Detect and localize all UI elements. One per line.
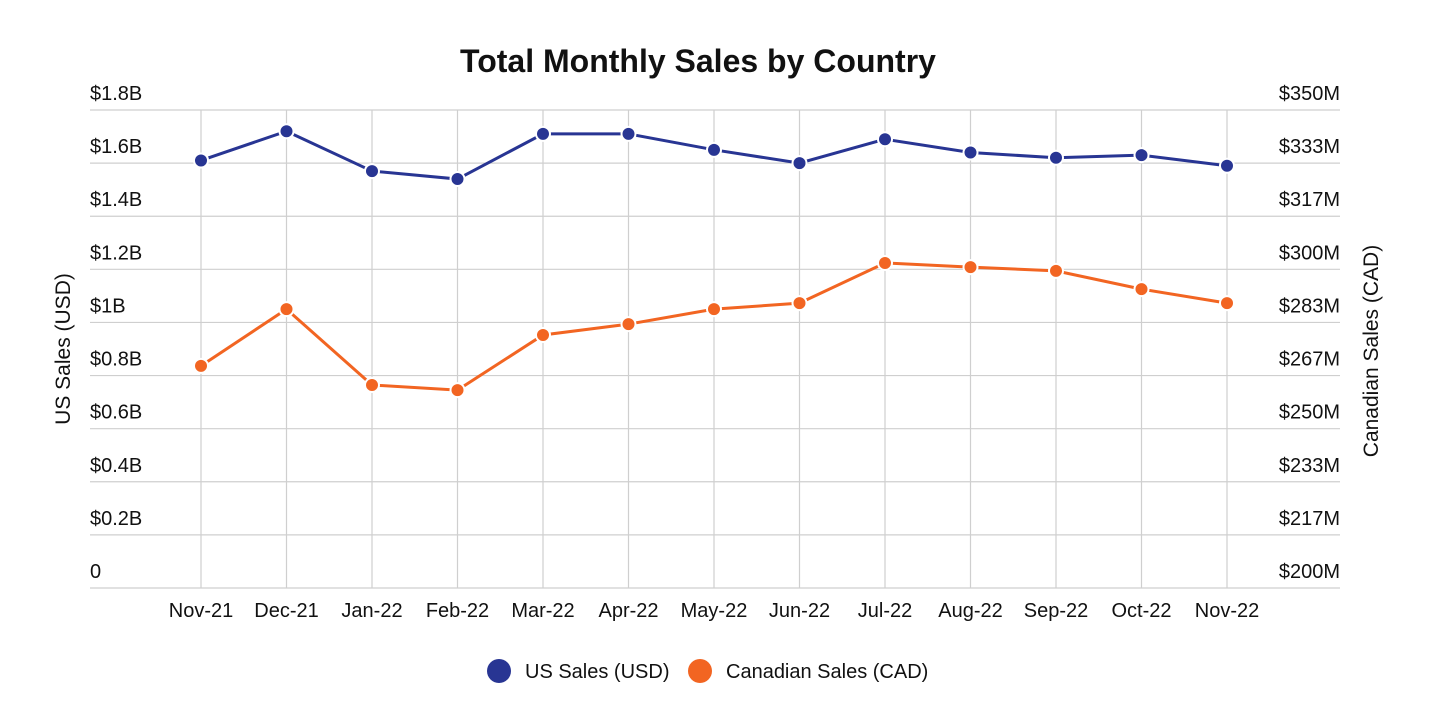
data-point[interactable] xyxy=(877,254,893,271)
series-layer xyxy=(193,123,1235,399)
x-tick-label: Dec-21 xyxy=(254,600,318,622)
series-canada xyxy=(193,254,1235,399)
data-point[interactable] xyxy=(1219,157,1235,174)
x-tick-label: Oct-22 xyxy=(1111,600,1171,622)
x-tick-label: Mar-22 xyxy=(511,600,574,622)
series-us xyxy=(193,123,1235,188)
data-point[interactable] xyxy=(193,152,209,169)
y2-tick-label: $233M xyxy=(1279,455,1340,477)
y-tick-label: $0.2B xyxy=(90,508,142,530)
y-axis-right: $200M $217M $233M $250M $267M $283M $300M $317M… xyxy=(1279,83,1340,583)
y-tick-label: $1.8B xyxy=(90,83,142,105)
data-point[interactable] xyxy=(791,155,808,172)
data-point[interactable] xyxy=(620,316,637,333)
x-tick-label: Jul-22 xyxy=(858,600,912,622)
data-point[interactable] xyxy=(535,326,551,343)
y2-tick-label: $333M xyxy=(1279,136,1340,158)
data-point[interactable] xyxy=(1133,281,1150,298)
data-point[interactable] xyxy=(706,141,722,158)
y-tick-label: $0.6B xyxy=(90,402,142,424)
x-tick-label: May-22 xyxy=(681,600,748,622)
y-axis-label: US Sales (USD) xyxy=(52,273,75,425)
y2-tick-label: $350M xyxy=(1279,83,1340,105)
data-point[interactable] xyxy=(449,171,466,188)
legend-marker-canada xyxy=(688,659,712,683)
data-point[interactable] xyxy=(449,382,466,399)
x-tick-label: Jun-22 xyxy=(769,600,830,622)
data-point[interactable] xyxy=(193,357,209,374)
y2-tick-label: $250M xyxy=(1279,402,1340,424)
data-point[interactable] xyxy=(364,163,380,180)
legend-label-us: US Sales (USD) xyxy=(525,661,669,683)
data-point[interactable] xyxy=(620,125,637,142)
data-point[interactable] xyxy=(278,301,295,318)
y2-tick-label: $200M xyxy=(1279,561,1340,583)
data-point[interactable] xyxy=(1048,149,1064,166)
legend-label-canada: Canadian Sales (CAD) xyxy=(726,661,928,683)
data-point[interactable] xyxy=(1133,147,1150,164)
x-tick-label: Feb-22 xyxy=(426,600,489,622)
legend-marker-us xyxy=(487,659,511,683)
x-tick-label: Nov-22 xyxy=(1195,600,1259,622)
x-tick-label: Sep-22 xyxy=(1024,600,1089,622)
data-point[interactable] xyxy=(364,377,380,394)
y2-tick-label: $283M xyxy=(1279,295,1340,317)
grid xyxy=(90,109,1340,589)
x-tick-label: Nov-21 xyxy=(169,600,233,622)
data-point[interactable] xyxy=(1048,262,1064,279)
y2-tick-label: $217M xyxy=(1279,508,1340,530)
x-tick-label: Apr-22 xyxy=(598,600,658,622)
y-tick-label: $1.4B xyxy=(90,189,142,211)
data-point[interactable] xyxy=(877,131,893,148)
data-point[interactable] xyxy=(962,144,979,161)
data-point[interactable] xyxy=(1219,295,1235,312)
data-point[interactable] xyxy=(535,125,551,142)
y-tick-label: $0.4B xyxy=(90,455,142,477)
x-tick-label: Aug-22 xyxy=(938,600,1003,622)
y2-tick-label: $300M xyxy=(1279,242,1340,264)
legend-item-canada[interactable]: Canadian Sales (CAD) xyxy=(688,659,928,683)
y-tick-label: $1.6B xyxy=(90,136,142,158)
y2-tick-label: $267M xyxy=(1279,349,1340,371)
data-point[interactable] xyxy=(278,123,295,140)
y-tick-label: $1B xyxy=(90,295,126,317)
data-point[interactable] xyxy=(962,259,979,276)
data-point[interactable] xyxy=(706,301,722,318)
y2-axis-label: Canadian Sales (CAD) xyxy=(1360,245,1383,457)
data-point[interactable] xyxy=(791,295,808,312)
x-tick-label: Jan-22 xyxy=(341,600,402,622)
y-tick-label: $1.2B xyxy=(90,242,142,264)
legend-item-us[interactable]: US Sales (USD) xyxy=(487,659,669,683)
x-axis: Nov-21 Dec-21 Jan-22 Feb-22 Mar-22 Apr-22 May-… xyxy=(169,600,1259,622)
y2-tick-label: $317M xyxy=(1279,189,1340,211)
y-tick-label: 0 xyxy=(90,561,101,583)
chart-title: Total Monthly Sales by Country xyxy=(460,43,936,79)
y-axis-left: 0 $0.2B $0.4B $0.6B $0.8B $1B $1.2B $1.4B $1.6B $… xyxy=(90,83,142,583)
legend: US Sales (USD) Canadian Sales (CAD) xyxy=(487,659,928,683)
y-tick-label: $0.8B xyxy=(90,349,142,371)
